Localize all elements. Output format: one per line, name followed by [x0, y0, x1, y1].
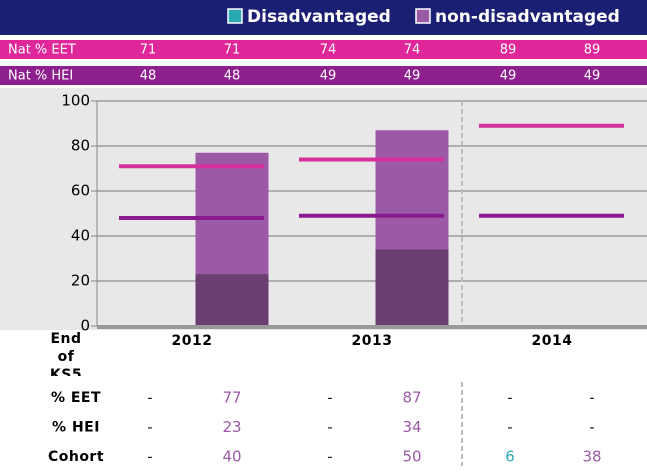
nat-row-value: 49 — [320, 69, 337, 84]
nat-row — [0, 40, 647, 59]
bar — [195, 274, 269, 326]
cell: - — [327, 389, 332, 407]
legend-label: Disadvantaged — [247, 7, 391, 27]
legend-bar — [0, 0, 647, 35]
cell: - — [507, 389, 512, 407]
x-axis-label-box: End of KS5 — [49, 331, 83, 376]
cell: - — [507, 418, 512, 436]
cell: - — [147, 389, 152, 407]
nat-row-value: 74 — [404, 43, 421, 58]
nat-row-label: Nat % HEI — [8, 69, 73, 84]
nat-row-value: 48 — [140, 69, 157, 84]
bar — [375, 249, 449, 326]
cell: 40 — [222, 448, 241, 466]
y-tick-label: 80 — [71, 137, 90, 155]
cell: 77 — [222, 389, 241, 407]
y-tick-label: 20 — [71, 272, 90, 290]
y-tick-label: 40 — [71, 227, 90, 245]
nat-row-label: Nat % EET — [8, 43, 76, 58]
y-tick-label: 60 — [71, 182, 90, 200]
plot-background — [0, 88, 647, 330]
legend-swatch — [227, 8, 243, 24]
y-tick-label: 100 — [61, 92, 90, 110]
nat-row-value: 49 — [500, 69, 517, 84]
nat-row-value: 49 — [584, 69, 601, 84]
nat-row-value: 49 — [404, 69, 421, 84]
nat-row-value: 89 — [584, 43, 601, 58]
x-tick-label: 2012 — [172, 333, 213, 349]
nat-row-value: 71 — [140, 43, 157, 58]
cell: - — [589, 389, 594, 407]
nat-row — [0, 66, 647, 85]
cell: 34 — [402, 418, 421, 436]
cell: 6 — [505, 448, 515, 466]
cell: - — [589, 418, 594, 436]
cell: - — [327, 418, 332, 436]
nat-row-value: 48 — [224, 69, 241, 84]
row-label: % EET — [51, 390, 101, 406]
cell: 23 — [222, 418, 241, 436]
x-axis-label: End of KS5 — [49, 331, 83, 376]
x-tick-label: 2014 — [532, 333, 573, 349]
nat-row-value: 71 — [224, 43, 241, 58]
row-label: Cohort — [48, 449, 104, 465]
cell: 38 — [582, 448, 601, 466]
x-tick-label: 2013 — [352, 333, 393, 349]
cell: - — [327, 448, 332, 466]
cell: 87 — [402, 389, 421, 407]
cell: - — [147, 448, 152, 466]
legend-label: non-disadvantaged — [435, 7, 620, 27]
row-label: % HEI — [52, 420, 100, 436]
nat-row-value: 74 — [320, 43, 337, 58]
y-tick-label: 0 — [80, 317, 90, 335]
nat-row-value: 89 — [500, 43, 517, 58]
legend-swatch — [415, 8, 431, 24]
cell: 50 — [402, 448, 421, 466]
cell: - — [147, 418, 152, 436]
